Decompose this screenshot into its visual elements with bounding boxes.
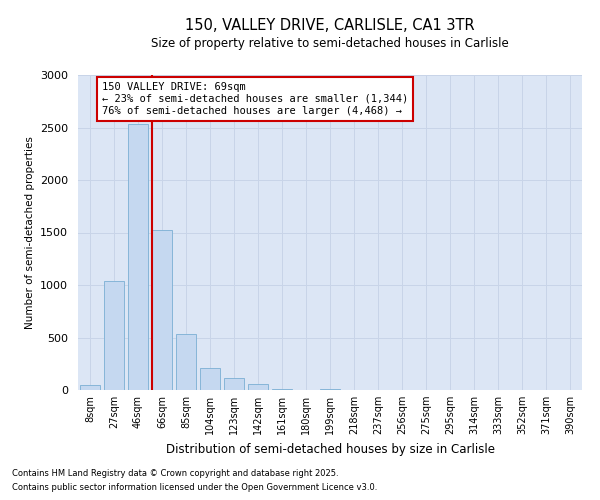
Text: Contains HM Land Registry data © Crown copyright and database right 2025.: Contains HM Land Registry data © Crown c… xyxy=(12,468,338,477)
Y-axis label: Number of semi-detached properties: Number of semi-detached properties xyxy=(25,136,35,329)
X-axis label: Distribution of semi-detached houses by size in Carlisle: Distribution of semi-detached houses by … xyxy=(166,442,494,456)
Bar xyxy=(224,378,244,390)
Bar xyxy=(128,124,148,390)
Bar xyxy=(200,368,220,390)
Bar xyxy=(248,384,268,390)
Text: Contains public sector information licensed under the Open Government Licence v3: Contains public sector information licen… xyxy=(12,484,377,492)
Bar xyxy=(104,281,124,390)
Text: 150, VALLEY DRIVE, CARLISLE, CA1 3TR: 150, VALLEY DRIVE, CARLISLE, CA1 3TR xyxy=(185,18,475,32)
Text: 150 VALLEY DRIVE: 69sqm
← 23% of semi-detached houses are smaller (1,344)
76% of: 150 VALLEY DRIVE: 69sqm ← 23% of semi-de… xyxy=(102,82,408,116)
Text: Size of property relative to semi-detached houses in Carlisle: Size of property relative to semi-detach… xyxy=(151,38,509,51)
Bar xyxy=(152,230,172,390)
Bar xyxy=(80,385,100,390)
Bar xyxy=(176,334,196,390)
Bar xyxy=(272,389,292,390)
